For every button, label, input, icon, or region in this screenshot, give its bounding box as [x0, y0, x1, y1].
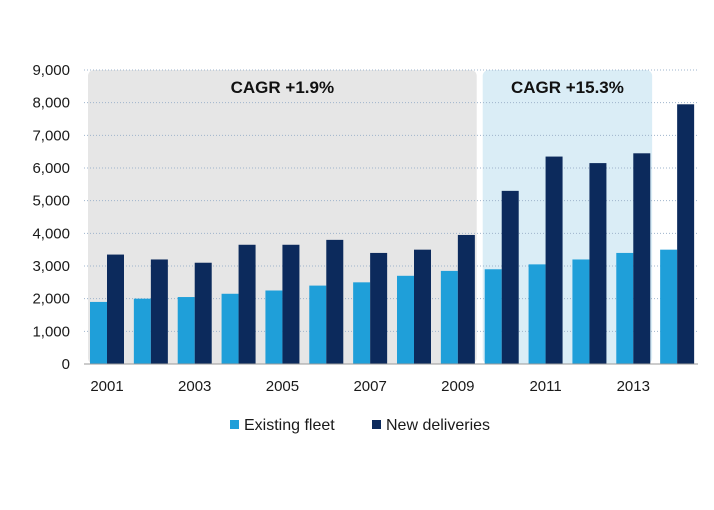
- legend-swatch: [230, 420, 239, 429]
- new-deliveries-bar: [501, 190, 519, 364]
- y-tick-label: 3,000: [32, 258, 70, 275]
- x-tick-label: 2007: [353, 378, 386, 395]
- new-deliveries-bar: [107, 254, 124, 364]
- x-tick-label: 2011: [529, 378, 561, 395]
- new-deliveries-bar: [238, 244, 256, 364]
- existing-fleet-bar: [484, 269, 502, 364]
- existing-fleet-bar: [133, 298, 151, 364]
- new-deliveries-bar: [326, 239, 344, 364]
- existing-fleet-bar: [397, 275, 414, 364]
- x-tick-label: 2001: [90, 378, 123, 395]
- existing-fleet-bar: [221, 293, 239, 364]
- existing-fleet-bar: [660, 249, 678, 364]
- new-deliveries-bar: [194, 262, 212, 364]
- legend-label: Existing fleet: [244, 417, 335, 434]
- existing-fleet-bar: [528, 264, 546, 364]
- new-deliveries-bar: [150, 259, 168, 364]
- existing-fleet-bar: [440, 270, 458, 364]
- legend: Existing fleet New deliveries: [230, 417, 490, 434]
- y-tick-label: 2,000: [32, 291, 70, 308]
- bars-layer: [90, 104, 695, 365]
- y-tick-label: 6,000: [32, 160, 70, 177]
- new-deliveries-bar: [633, 153, 651, 364]
- legend-swatch: [372, 420, 381, 429]
- existing-fleet-bar: [353, 282, 371, 364]
- cagr-label-2: CAGR +15.3%: [511, 78, 624, 97]
- new-deliveries-bar: [370, 252, 388, 364]
- x-axis-ticks: 2001 2003 2005 2007 2009 2011 2013: [90, 378, 650, 395]
- existing-fleet-bar: [265, 290, 283, 364]
- y-axis-ticks: 0 1,000 2,000 3,000 4,000 5,000 6,000 7,000 8,00…: [32, 62, 70, 373]
- legend-label: New deliveries: [386, 417, 490, 434]
- existing-fleet-bar: [90, 301, 107, 364]
- cagr-band-2: [482, 70, 653, 364]
- y-tick-label: 7,000: [32, 127, 70, 144]
- x-tick-label: 2013: [617, 378, 650, 395]
- y-tick-label: 4,000: [32, 225, 70, 242]
- y-tick-label: 0: [62, 356, 70, 373]
- new-deliveries-bar: [457, 234, 475, 364]
- x-tick-label: 2009: [441, 378, 474, 395]
- y-tick-label: 9,000: [32, 62, 70, 79]
- existing-fleet-bar: [177, 297, 195, 364]
- existing-fleet-bar: [309, 285, 327, 364]
- y-tick-label: 8,000: [32, 95, 70, 112]
- band-labels: CAGR +1.9% CAGR +15.3%: [231, 78, 624, 97]
- y-tick-label: 5,000: [32, 193, 70, 210]
- x-tick-label: 2003: [178, 378, 211, 395]
- cagr-label-1: CAGR +1.9%: [231, 78, 334, 97]
- new-deliveries-bar: [589, 163, 607, 364]
- new-deliveries-bar: [414, 249, 431, 364]
- y-tick-label: 1,000: [32, 323, 70, 340]
- x-tick-label: 2005: [266, 378, 299, 395]
- new-deliveries-bar: [677, 104, 695, 365]
- existing-fleet-bar: [572, 259, 590, 364]
- existing-fleet-bar: [616, 252, 634, 364]
- new-deliveries-bar: [545, 156, 563, 364]
- new-deliveries-bar: [282, 244, 300, 364]
